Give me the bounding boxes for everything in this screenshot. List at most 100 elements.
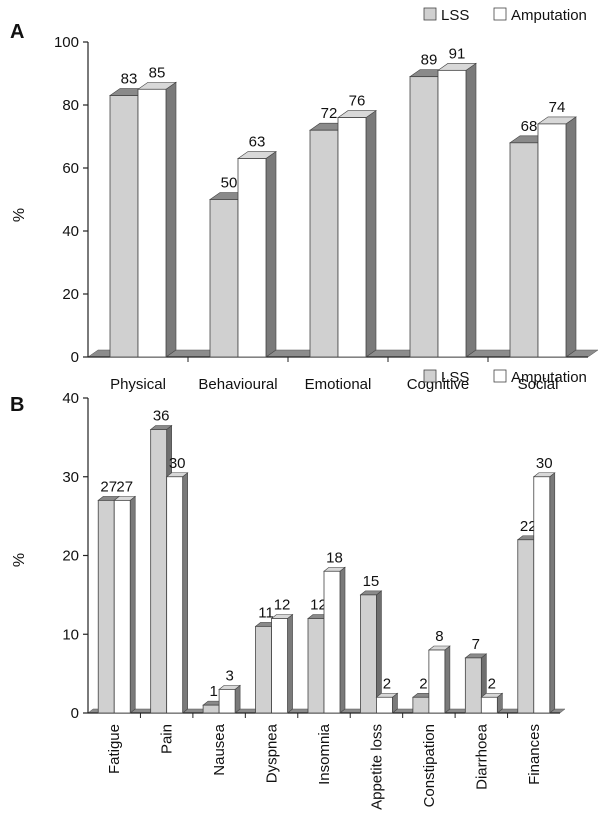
data-label: 2	[488, 675, 496, 692]
bar-front	[137, 88, 167, 358]
y-tick-label: 0	[71, 705, 79, 722]
legend: LSS Amputation	[423, 7, 587, 24]
bar-front	[113, 499, 131, 714]
data-label: 76	[349, 93, 366, 110]
bar-front	[464, 657, 482, 714]
data-label: 12	[310, 597, 327, 614]
bar-front	[271, 618, 288, 714]
legend-label: Amputation	[511, 369, 587, 386]
bar-front	[237, 158, 267, 358]
bar-amputation	[237, 150, 277, 358]
bar-front	[509, 142, 539, 358]
data-label: 36	[153, 408, 170, 425]
bar-side	[465, 62, 477, 358]
bar-front	[150, 429, 168, 714]
bar-amputation	[480, 692, 504, 714]
bar-amputation	[337, 110, 377, 358]
bar-front	[409, 76, 439, 358]
y-tick-label: 10	[62, 626, 79, 643]
data-label: 12	[274, 597, 291, 614]
y-tick-label: 80	[62, 97, 79, 114]
bar-front	[412, 696, 430, 714]
data-label: 72	[321, 105, 338, 122]
data-label: 50	[221, 175, 238, 192]
legend-swatch-amputation	[493, 369, 507, 383]
legend-label: Amputation	[511, 7, 587, 24]
data-label: 27	[100, 478, 117, 495]
panel-letter: A	[10, 21, 24, 43]
data-label: 2	[383, 675, 391, 692]
bar-front	[428, 649, 446, 714]
bar-side	[565, 116, 577, 358]
data-label: 30	[536, 455, 553, 472]
x-category-label: Behavioural	[198, 376, 277, 393]
x-category-label: Nausea	[211, 723, 228, 775]
legend-label: LSS	[441, 7, 469, 24]
x-category-label: Cognitive	[407, 376, 470, 393]
bar-side	[365, 110, 377, 358]
data-label: 91	[449, 45, 466, 62]
data-label: 89	[421, 52, 438, 69]
bar-side	[287, 613, 293, 714]
data-label: 3	[225, 667, 233, 684]
data-label: 18	[326, 549, 343, 566]
y-tick-label: 20	[62, 548, 79, 565]
y-axis-label: %	[11, 208, 28, 222]
bar-front	[109, 95, 139, 358]
bar-amputation	[437, 62, 477, 358]
data-label: 15	[363, 573, 380, 590]
bar-side	[549, 472, 556, 714]
data-label: 1	[209, 683, 217, 700]
data-label: 85	[149, 64, 166, 81]
x-category-label: Insomnia	[316, 723, 333, 785]
bar-side	[129, 495, 136, 714]
legend: LSS Amputation	[423, 369, 587, 386]
data-label: 7	[472, 636, 480, 653]
bar-amputation	[270, 613, 294, 714]
x-category-label: Appetite loss	[368, 724, 385, 810]
bar-front	[437, 69, 467, 358]
bar-side	[165, 81, 177, 358]
data-label: 30	[169, 455, 186, 472]
legend-swatch-lss	[423, 369, 437, 383]
bar-amputation	[113, 495, 137, 714]
data-label: 63	[249, 134, 266, 151]
legend-swatch-amputation	[493, 7, 507, 21]
data-label: 22	[520, 518, 537, 535]
bar-amputation	[428, 645, 451, 714]
data-label: 68	[521, 118, 538, 135]
panel-letter: B	[10, 394, 24, 416]
y-tick-label: 100	[54, 34, 79, 51]
bar-front	[517, 539, 535, 714]
bar-lss	[359, 590, 383, 714]
bar-front	[166, 476, 184, 714]
chart-panel-a: A% 0 20 40 60 80 100 83 85 Physical 50 63 Behavioura…	[10, 7, 599, 393]
legend-swatch-lss	[423, 7, 437, 21]
bar-side	[182, 472, 188, 714]
bar-front	[376, 696, 393, 714]
bar-front	[202, 704, 220, 714]
bar-front	[537, 123, 567, 358]
bar-side	[265, 150, 277, 358]
bar-amputation	[165, 472, 189, 714]
bar-front	[218, 688, 236, 714]
data-label: 8	[435, 628, 443, 645]
y-tick-label: 40	[62, 390, 79, 407]
data-label: 74	[549, 99, 566, 116]
bar-front	[97, 499, 115, 714]
x-category-label: Social	[518, 376, 559, 393]
data-label: 2	[419, 675, 427, 692]
x-category-label: Constipation	[421, 724, 438, 807]
data-label: 27	[116, 478, 133, 495]
bar-amputation	[537, 116, 577, 358]
x-category-label: Fatigue	[106, 724, 123, 774]
bar-amputation	[375, 692, 399, 714]
bar-side	[339, 566, 346, 714]
bar-front	[337, 117, 367, 358]
data-label: 83	[121, 71, 138, 88]
bar-front	[480, 696, 498, 714]
x-category-label: Emotional	[305, 376, 372, 393]
x-category-label: Finances	[526, 724, 543, 785]
